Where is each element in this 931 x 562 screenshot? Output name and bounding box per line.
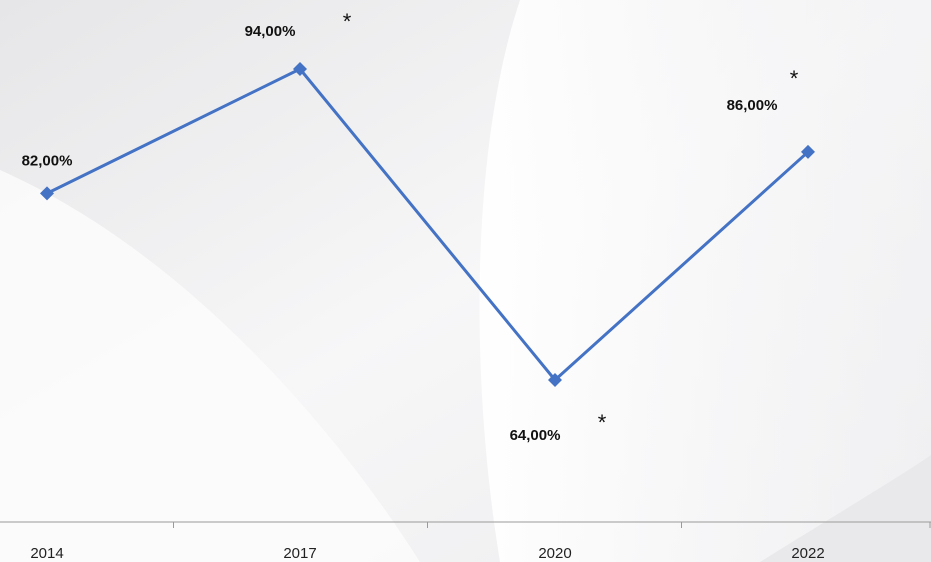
x-axis-tick-labels: 2014 2017 2020 2022: [30, 545, 824, 562]
x-tick-label: 2020: [538, 545, 571, 562]
data-point-marker: [548, 373, 562, 387]
data-label-asterisk: *: [790, 66, 799, 91]
series-line: [46, 67, 810, 382]
x-tick-label: 2022: [791, 545, 824, 562]
series-markers: [40, 62, 815, 387]
background-swoosh-corner: [760, 455, 931, 562]
data-label: 94,00%: [245, 23, 296, 40]
data-label: 64,00%: [510, 427, 561, 444]
data-label-asterisk: *: [598, 410, 607, 435]
background-swoosh-right: [479, 0, 931, 562]
x-tick-label: 2014: [30, 545, 63, 562]
data-label: 86,00%: [727, 97, 778, 114]
data-point-marker: [293, 62, 307, 76]
x-tick-label: 2017: [283, 545, 316, 562]
x-axis-ticks: [173, 522, 931, 528]
data-point-marker: [801, 144, 815, 159]
background-swoosh-left: [0, 170, 420, 562]
data-labels: 82,00% 94,00% * 64,00% * 86,00% *: [22, 9, 799, 444]
data-label: 82,00%: [22, 152, 73, 169]
series-line-group: [46, 67, 810, 382]
data-point-marker: [40, 186, 54, 201]
data-label-asterisk: *: [343, 9, 352, 34]
